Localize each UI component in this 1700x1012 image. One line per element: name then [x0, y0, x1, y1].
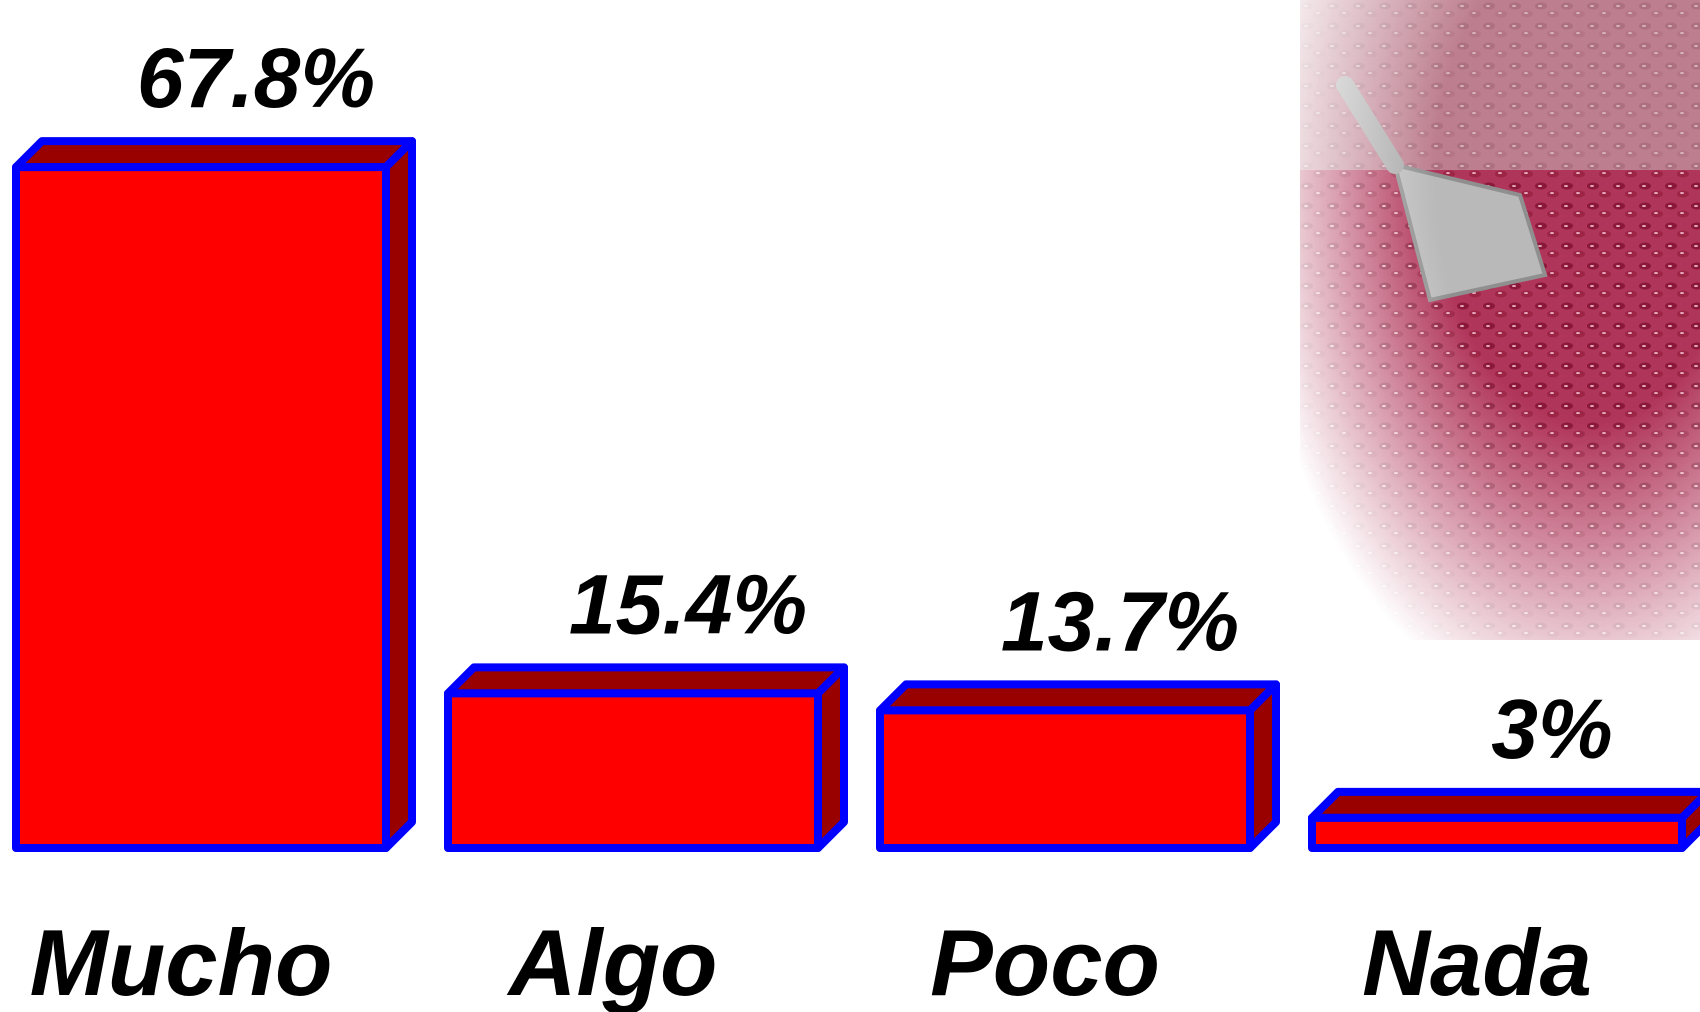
red-beans-photo [1300, 0, 1700, 640]
value-label-poco: 13.7% [1001, 574, 1239, 668]
bar-poco-front-face [876, 706, 1254, 852]
value-label-algo: 15.4% [569, 557, 807, 651]
bar-mucho-front-face [12, 163, 390, 852]
value-label-nada: 3% [1491, 682, 1612, 776]
category-label-nada: Nada [1362, 910, 1592, 1012]
category-label-algo: Algo [507, 910, 718, 1012]
bar-algo [444, 663, 848, 853]
bar-poco [876, 680, 1280, 852]
bars-group [12, 137, 1700, 853]
bar-mucho [12, 137, 416, 852]
value-label-mucho: 67.8% [137, 31, 375, 125]
bar-nada [1308, 787, 1700, 852]
bar-algo-front-face [444, 689, 822, 853]
category-labels-group: Mucho Algo Poco Nada [30, 910, 1592, 1012]
value-labels-group: 67.8% 15.4% 13.7% 3% [137, 31, 1613, 776]
bar-nada-front-face [1308, 813, 1686, 852]
category-label-poco: Poco [930, 910, 1160, 1012]
category-label-mucho: Mucho [30, 910, 333, 1012]
